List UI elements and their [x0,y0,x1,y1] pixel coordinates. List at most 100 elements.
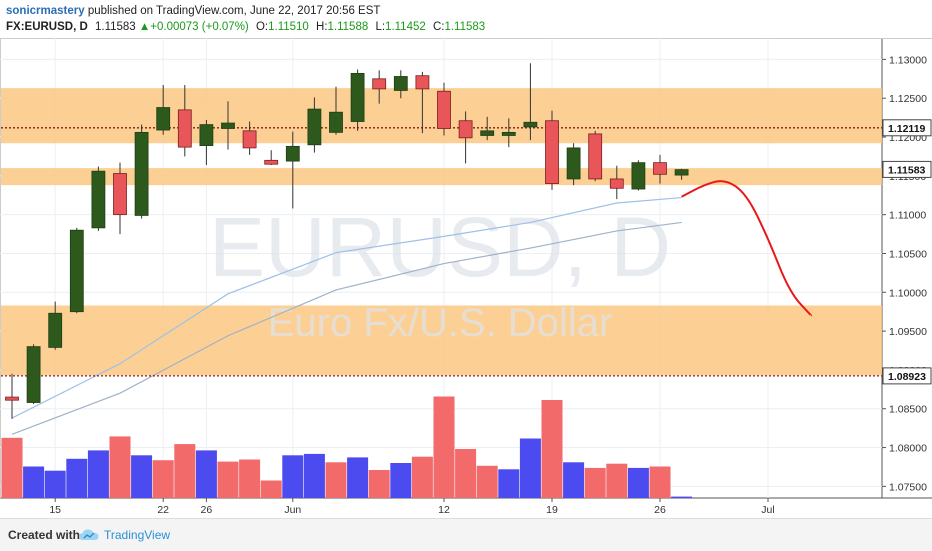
candle-body [242,130,257,149]
volume-bar [541,400,563,498]
candle-body [113,173,127,216]
candle-body [631,162,646,190]
created-with-label: Created with [8,528,81,542]
candle-body [588,133,603,180]
support-resistance-zone [1,168,882,186]
candle-body [350,72,365,122]
candle-body [674,169,689,176]
level-price-label: 1.12119 [888,123,926,135]
price-tick-label: 1.10500 [889,248,927,260]
candle-body [134,131,149,216]
support-resistance-zone [1,305,882,376]
candle-body [458,120,473,139]
price-tick-label: 1.13000 [889,54,927,66]
candle-body [5,396,19,401]
level-price-label: 1.08923 [888,371,926,383]
open-label: O: [255,21,269,33]
candle-body [48,312,63,348]
candle-body [91,170,106,229]
tradingview-cloud-icon [79,529,99,540]
candle-body [501,131,516,136]
volume-bar [325,462,347,498]
last-price-value: 1.11583 [94,21,136,33]
last-price-label: 1.11583 [888,164,926,176]
volume-bar [109,436,131,498]
volume-bar [217,461,239,498]
volume-bar [239,459,261,498]
low-label: L: [375,21,386,33]
candle-body [415,75,430,90]
candle-body [329,111,343,133]
high-label: H: [316,21,328,33]
watermark-description: Euro Fx/U.S. Dollar [268,301,613,345]
volume-bar [282,455,304,498]
author-link[interactable]: sonicrmastery [6,5,85,17]
projection-curve [681,180,812,317]
time-tick-label: 15 [49,504,61,516]
candle-body [285,145,300,162]
candle-body [26,346,41,403]
volume-bar [195,450,217,498]
volume-bar [152,460,174,498]
price-tick-label: 1.10000 [889,287,927,299]
time-tick-label: 26 [201,504,213,516]
time-tick-label: 22 [157,504,169,516]
published-text: published on TradingView.com, June 22, 2… [87,5,381,17]
volume-bar [131,455,153,498]
price-tick-label: 1.11000 [889,210,926,222]
time-tick-label: Jul [761,504,774,516]
candle-body [523,121,538,128]
volume-bar [23,466,45,498]
volume-bar [390,463,412,498]
volume-bar [606,463,628,498]
up-arrow-icon: ▲ [138,21,151,33]
time-tick-label: 12 [438,504,450,516]
candle-body [609,178,624,189]
last-price-box [882,160,932,178]
time-tick-label: Jun [284,504,301,516]
candle-body [372,78,387,90]
price-tick-label: 1.09500 [889,326,927,338]
candle-body [653,162,667,175]
candle-body [156,107,171,131]
candle-body [545,120,559,185]
tradingview-brand-link[interactable]: TradingView [104,528,171,542]
time-tick-label: 26 [654,504,666,516]
price-tick-label: 1.08000 [889,443,927,455]
level-price-box [882,367,932,385]
volume-bar [498,469,520,498]
volume-bar [455,449,477,498]
close-label: C: [432,21,445,33]
candle-body [264,159,279,165]
candle-body [199,124,214,146]
volume-bar [519,438,541,498]
volume-bar [303,453,325,498]
candle-body [393,76,408,91]
volume-bar [44,470,66,498]
chart-header: sonicrmastery published on TradingView.c… [0,0,932,38]
footer: Created with TradingView [0,518,932,551]
candle-body [221,122,235,129]
volume-bar [476,465,498,498]
candle-body [480,130,495,136]
volume-bar [368,470,390,498]
moving-average-line [11,196,682,419]
price-chart[interactable]: EURUSD, D Euro Fx/U.S. Dollar 1.13000 1.125… [0,38,932,518]
close-value: 1.11583 [444,21,486,33]
change-value: +0.00073 (+0.07%) [150,21,249,33]
candle-body [69,229,84,313]
price-tick-label: 1.12500 [889,93,927,105]
volume-bar [433,396,455,498]
open-value: 1.11510 [268,21,309,33]
price-tick-label: 1.08500 [889,404,927,416]
chart-area[interactable]: EURUSD, D Euro Fx/U.S. Dollar 1.13000 1.125… [0,38,932,518]
volume-bar [584,467,606,498]
publish-line: sonicrmastery published on TradingView.c… [6,5,380,17]
volume-bar [1,437,23,498]
volume-bar [174,444,196,498]
moving-average-line [11,221,682,435]
candle-body [177,109,192,148]
symbol-label: FX:EURUSD, D [6,21,88,33]
volume-bar [347,457,369,498]
volume-bar [260,480,282,498]
